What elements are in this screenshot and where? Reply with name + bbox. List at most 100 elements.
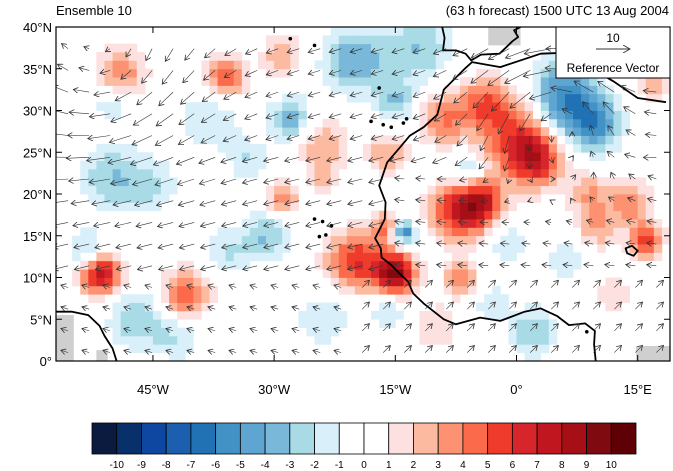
field-cell <box>338 235 348 245</box>
field-cell <box>322 269 332 278</box>
field-cell <box>112 102 122 111</box>
wind-vector <box>245 113 258 119</box>
field-cell <box>637 77 647 86</box>
field-cell <box>241 252 251 262</box>
lat-label: 25°N <box>23 145 52 160</box>
field-cell <box>379 227 388 237</box>
field-cell <box>144 68 154 78</box>
field-cell <box>597 110 606 120</box>
field-cell <box>548 77 558 86</box>
field-cell <box>249 210 259 220</box>
field-cell <box>266 219 275 228</box>
field-cell <box>540 327 550 337</box>
field-cell <box>379 60 388 70</box>
field-cell <box>363 285 372 295</box>
field-cell <box>629 235 639 245</box>
field-cell <box>500 77 509 86</box>
field-cell <box>136 344 146 354</box>
wind-vector <box>529 324 537 332</box>
wind-vector <box>583 102 594 114</box>
field-cell <box>169 277 178 287</box>
field-cell <box>435 227 445 237</box>
colorbar-box <box>190 422 217 455</box>
field-cell <box>241 244 251 253</box>
wind-vector <box>551 135 552 143</box>
field-cell <box>516 335 525 345</box>
field-cell <box>468 127 477 136</box>
field-cell <box>282 102 291 111</box>
wind-vector <box>550 280 558 288</box>
field-cell <box>274 235 283 245</box>
colorbar-box <box>561 422 587 455</box>
field-cell <box>581 135 590 145</box>
field-cell <box>532 319 542 328</box>
field-cell <box>144 177 154 187</box>
field-cell <box>217 60 227 70</box>
field-cell <box>128 294 138 303</box>
field-cell <box>637 202 647 212</box>
field-cell <box>322 319 332 328</box>
field-cell <box>387 35 396 45</box>
wind-vector <box>635 302 642 310</box>
field-cell <box>435 60 445 70</box>
wind-vector <box>350 70 363 74</box>
field-cell <box>435 319 445 328</box>
field-cell <box>120 277 130 287</box>
field-cell <box>395 102 404 111</box>
wind-vector <box>395 178 405 179</box>
lon-label: 45°W <box>137 382 170 397</box>
field-cell <box>613 177 622 187</box>
wind-vector <box>435 135 447 143</box>
wind-vector <box>158 222 174 226</box>
field-cell <box>338 244 348 253</box>
field-cell <box>322 152 332 161</box>
field-cell <box>322 77 332 86</box>
field-cell <box>508 244 517 253</box>
field-cell <box>330 168 340 178</box>
field-cell <box>516 102 525 111</box>
field-cell <box>96 260 105 270</box>
field-cell <box>451 185 461 195</box>
field-cell <box>516 168 525 178</box>
field-cell <box>112 327 122 337</box>
field-cell <box>492 110 501 120</box>
field-cell <box>177 310 186 320</box>
field-cell <box>605 93 614 103</box>
field-cell <box>96 143 105 153</box>
field-cell <box>274 185 283 195</box>
field-cell <box>379 160 388 170</box>
field-cell <box>371 102 380 111</box>
field-cell <box>597 85 606 95</box>
field-cell <box>225 118 235 128</box>
field-cell <box>476 227 485 237</box>
wind-vector <box>371 136 384 140</box>
colorbar-tick-label: 5 <box>485 460 491 471</box>
colorbar-tick-label: 9 <box>584 460 590 471</box>
field-cell <box>104 52 113 61</box>
field-cell <box>589 102 598 111</box>
field-cell <box>379 52 388 61</box>
field-cell <box>346 85 356 95</box>
field-cell <box>629 202 639 212</box>
field-cell <box>112 52 122 61</box>
field-cell <box>80 227 89 237</box>
wind-vector <box>245 91 258 97</box>
field-cell <box>661 227 670 237</box>
field-cell <box>120 310 130 320</box>
wind-vector <box>541 113 552 121</box>
field-cell <box>605 285 614 295</box>
field-cell <box>338 285 348 295</box>
field-cell <box>387 319 396 328</box>
wind-vector <box>264 266 279 270</box>
field-cell <box>581 127 590 136</box>
field-cell <box>524 310 534 320</box>
field-cell <box>338 77 348 86</box>
field-cell <box>419 77 429 86</box>
field-cell <box>363 219 372 228</box>
field-cell <box>161 319 170 328</box>
wind-vector <box>656 302 663 310</box>
field-cell <box>112 302 122 312</box>
field-cell <box>233 227 243 237</box>
field-cell <box>354 235 364 245</box>
field-cell <box>144 335 154 345</box>
